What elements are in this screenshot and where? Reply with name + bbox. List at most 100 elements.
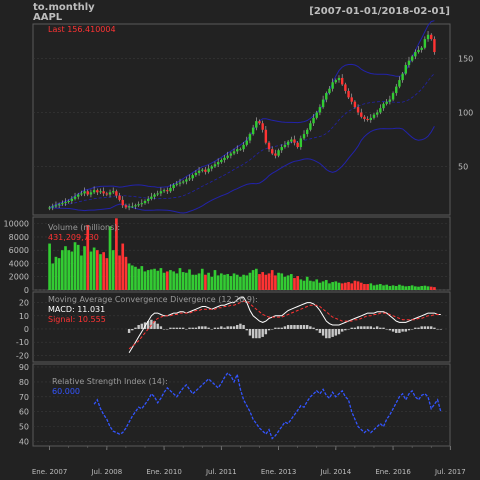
macd-histogram-bar [175, 327, 179, 329]
macd-histogram-bar [185, 328, 188, 330]
candle-body [48, 207, 51, 209]
macd-tick-label: 10 [19, 312, 29, 321]
macd-histogram-bar [245, 328, 248, 331]
volume-bar [267, 273, 271, 290]
candle-body [213, 164, 217, 167]
candle-body [111, 191, 115, 193]
volume-bar [239, 276, 242, 290]
volume-bar [347, 282, 350, 290]
macd-histogram-bar [331, 328, 334, 337]
volume-bar [235, 274, 239, 290]
x-axis-tick-label: Jul. 2014 [319, 468, 351, 476]
macd-histogram-bar [277, 327, 280, 329]
macd-panel: -20 -10 0 10 20 [16, 291, 451, 363]
volume-bar [242, 274, 245, 290]
volume-bar [280, 273, 284, 290]
volume-bar [156, 270, 160, 290]
volume-bar [232, 273, 236, 290]
candle-body [401, 73, 404, 81]
macd-histogram-bar [191, 327, 194, 329]
rsi-line [93, 371, 442, 440]
signal-line [128, 300, 441, 350]
macd-histogram-bar [181, 327, 185, 329]
volume-bar [76, 244, 80, 290]
volume-bar [200, 268, 204, 290]
candle-body [197, 170, 201, 173]
volume-bar [274, 275, 277, 290]
volume-bar [229, 276, 233, 290]
volume-bar [407, 286, 411, 290]
volume-bar [258, 274, 261, 290]
macd-histogram-bar [274, 327, 277, 329]
macd-histogram-bar [309, 326, 312, 329]
volume-bar [159, 268, 163, 290]
macd-histogram-bar [325, 328, 328, 339]
macd-histogram-bar [236, 325, 239, 329]
candle-body [115, 191, 118, 196]
candle-body [80, 193, 83, 195]
volume-bar [293, 278, 296, 290]
candle-body [286, 141, 290, 145]
candle-body [89, 192, 93, 195]
macd-histogram-bar [197, 326, 201, 329]
macd-histogram-bar [188, 327, 191, 329]
volume-bar [296, 276, 299, 290]
volume-bar [83, 246, 86, 290]
macd-histogram-bar [162, 328, 166, 330]
volume-bar [337, 282, 341, 290]
volume-bar [328, 283, 331, 290]
candle-body [201, 169, 204, 171]
x-axis-tick-label: Jul. 2008 [90, 468, 122, 476]
chart-name: to.monthly [33, 2, 95, 13]
volume-bar [312, 281, 315, 290]
candle-body [353, 101, 357, 108]
candle-body [407, 60, 411, 66]
macd-histogram-bar [369, 326, 373, 329]
price-panel: 50 100 150 [32, 20, 473, 216]
candle-body [309, 123, 312, 130]
volume-bar [89, 251, 93, 290]
macd-histogram-bar [296, 325, 299, 329]
volume-bar [223, 274, 226, 290]
volume-bar [289, 274, 293, 290]
candle-body [108, 192, 112, 195]
volume-bar [140, 266, 144, 290]
candle-body [121, 199, 124, 206]
candle-body [146, 198, 150, 201]
candle-body [57, 204, 61, 206]
volume-bar [178, 268, 182, 290]
volume-bar [433, 287, 436, 290]
x-axis-tick-label: Jul. 2017 [434, 468, 466, 476]
volume-bar [153, 268, 156, 290]
candle-body [375, 112, 379, 115]
volume-bar [181, 272, 185, 290]
volume-bar [67, 250, 71, 290]
volume-bar [324, 280, 328, 290]
volume-bar [309, 280, 312, 290]
macd-histogram-bar [242, 325, 245, 329]
candle-body [124, 205, 128, 208]
volume-bar [102, 252, 105, 290]
volume-bar [169, 270, 172, 290]
volume-bar [359, 282, 363, 290]
x-axis-tick-label: Ene. 2007 [32, 468, 67, 476]
macd-histogram-bar [213, 327, 217, 329]
candle-body [67, 200, 70, 203]
candle-body [64, 202, 67, 204]
candle-body [372, 114, 376, 118]
macd-tick-label: -20 [16, 351, 29, 360]
macd-histogram-bar [267, 328, 271, 331]
volume-last-value: 431,209,730 [48, 233, 99, 242]
volume-bar [51, 263, 55, 290]
volume-bar [385, 284, 389, 290]
volume-bar [226, 274, 230, 290]
volume-bar [401, 285, 404, 290]
candle-body [404, 65, 407, 74]
candle-body [162, 190, 166, 192]
price-tick-label: 100 [458, 108, 473, 117]
volume-bar [134, 266, 137, 290]
candle-body [156, 193, 159, 195]
candle-body [159, 191, 163, 194]
volume-bar [356, 281, 360, 290]
candle-body [86, 191, 89, 195]
